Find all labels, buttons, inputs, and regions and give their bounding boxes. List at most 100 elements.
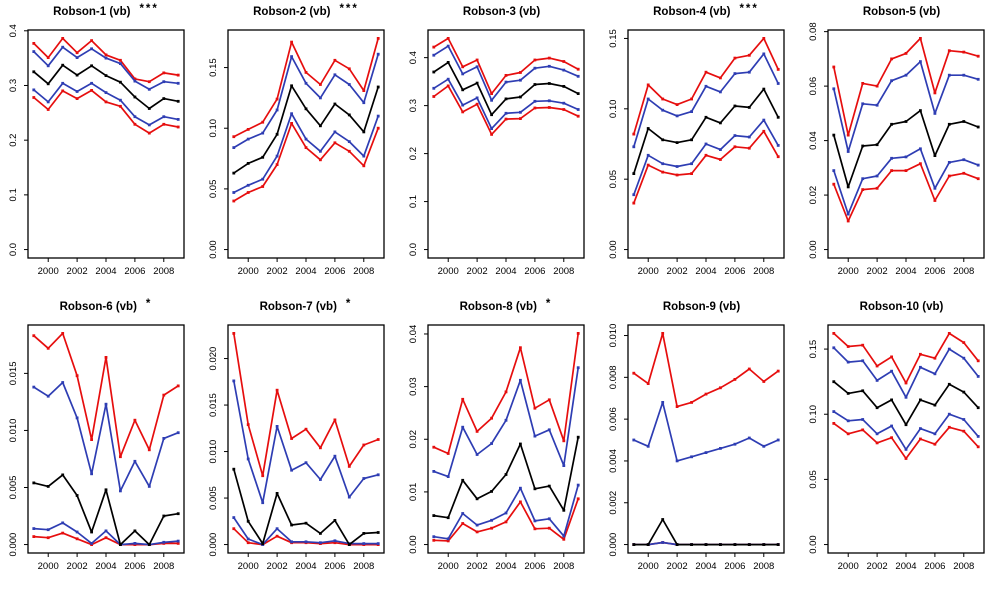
point-marker	[533, 527, 537, 531]
chart-title-text: Robson-9 (vb)	[662, 301, 741, 313]
point-marker	[919, 60, 922, 63]
point-marker	[75, 90, 79, 93]
point-marker	[490, 518, 493, 522]
point-marker	[904, 155, 908, 159]
point-marker	[832, 410, 836, 413]
point-marker	[246, 191, 250, 194]
point-marker	[861, 343, 865, 347]
point-marker	[504, 117, 508, 121]
chart-title-text: Robson-2 (vb)	[253, 6, 331, 18]
chart-title-text: Robson-1 (vb)	[53, 6, 131, 18]
point-marker	[147, 485, 151, 488]
point-marker	[904, 73, 908, 77]
point-marker	[547, 484, 551, 488]
x-tick-label: 2008	[153, 266, 174, 277]
point-marker	[504, 418, 508, 422]
point-marker	[947, 332, 951, 335]
series-line-upper-outer-red	[232, 332, 380, 477]
point-marker	[333, 418, 337, 422]
point-marker	[133, 95, 137, 99]
x-tick-label: 2008	[953, 266, 974, 277]
point-marker	[275, 154, 279, 158]
point-marker	[61, 473, 65, 477]
point-marker	[861, 82, 865, 85]
chart-title: Robson-7 (vb) *	[200, 298, 400, 313]
point-marker	[261, 542, 265, 545]
point-marker	[176, 118, 180, 121]
point-marker	[733, 134, 737, 137]
point-marker	[461, 65, 465, 69]
chart-title: Robson-4 (vb) ***	[600, 3, 800, 18]
x-tick-label: 2006	[924, 561, 945, 572]
point-marker	[890, 122, 893, 126]
y-tick-label: 0.02	[408, 430, 419, 449]
point-marker	[776, 543, 780, 546]
x-tick-label: 2002	[667, 561, 688, 572]
point-marker	[232, 135, 236, 139]
point-marker	[432, 535, 436, 539]
point-marker	[162, 122, 166, 126]
x-tick-label: 2000	[838, 266, 859, 277]
point-marker	[547, 106, 551, 109]
y-tick-label: 0.020	[208, 347, 219, 371]
point-marker	[904, 423, 908, 427]
chart-canvas: 0.00 0.01 0.02 0.03 0.04 2000 2002 2004 2006 2008	[408, 324, 585, 572]
point-marker	[90, 39, 93, 42]
point-marker	[719, 158, 722, 161]
point-marker	[762, 444, 766, 448]
point-marker	[646, 444, 650, 448]
point-marker	[232, 199, 236, 203]
point-marker	[947, 382, 951, 386]
point-marker	[362, 101, 366, 105]
point-marker	[261, 131, 265, 135]
point-marker	[904, 169, 908, 172]
point-marker	[762, 543, 766, 546]
y-tick-label: 0.08	[808, 22, 819, 40]
point-marker	[547, 526, 551, 530]
point-marker	[347, 140, 351, 143]
point-marker	[432, 45, 436, 49]
point-marker	[119, 489, 122, 493]
point-marker	[762, 380, 766, 383]
chart-panel-robson-2: Robson-2 (vb) *** 0.00 0.05 0.10 0.15 2000 200…	[200, 0, 400, 295]
point-marker	[533, 58, 537, 62]
point-marker	[576, 108, 580, 111]
point-marker	[947, 73, 951, 77]
point-marker	[733, 442, 737, 446]
point-marker	[61, 381, 65, 384]
y-tick-label: 0.1	[408, 195, 419, 208]
series-line-lower-inner-blue	[432, 78, 580, 130]
point-marker	[333, 541, 337, 545]
x-tick-label: 2008	[353, 561, 374, 572]
y-tick-label: 0.2	[408, 147, 419, 160]
point-marker	[976, 435, 980, 438]
point-marker	[119, 543, 122, 546]
series-line-lower-inner-blue	[832, 410, 980, 451]
point-marker	[304, 461, 308, 465]
point-marker	[104, 402, 108, 406]
point-marker	[304, 81, 308, 85]
chart-title-text: Robson-4 (vb)	[653, 6, 731, 18]
point-marker	[490, 92, 493, 95]
point-marker	[504, 74, 508, 77]
point-marker	[919, 398, 922, 402]
point-marker	[504, 390, 508, 394]
x-tick-label: 2006	[724, 561, 745, 572]
series-line-upper-inner-blue	[832, 346, 980, 399]
point-marker	[562, 439, 566, 443]
point-marker	[904, 448, 908, 451]
y-tick-label: 0.4	[408, 51, 419, 64]
point-marker	[933, 432, 937, 436]
point-marker	[133, 529, 137, 533]
point-marker	[890, 355, 893, 359]
point-marker	[461, 397, 465, 401]
chart-title-text: Robson-7 (vb)	[259, 301, 337, 313]
point-marker	[104, 356, 108, 359]
point-marker	[890, 369, 893, 373]
point-marker	[461, 478, 465, 482]
series-line-upper-inner-blue	[632, 53, 780, 148]
point-marker	[290, 523, 293, 527]
point-marker	[490, 127, 493, 130]
point-marker	[690, 162, 693, 166]
point-marker	[632, 132, 636, 136]
